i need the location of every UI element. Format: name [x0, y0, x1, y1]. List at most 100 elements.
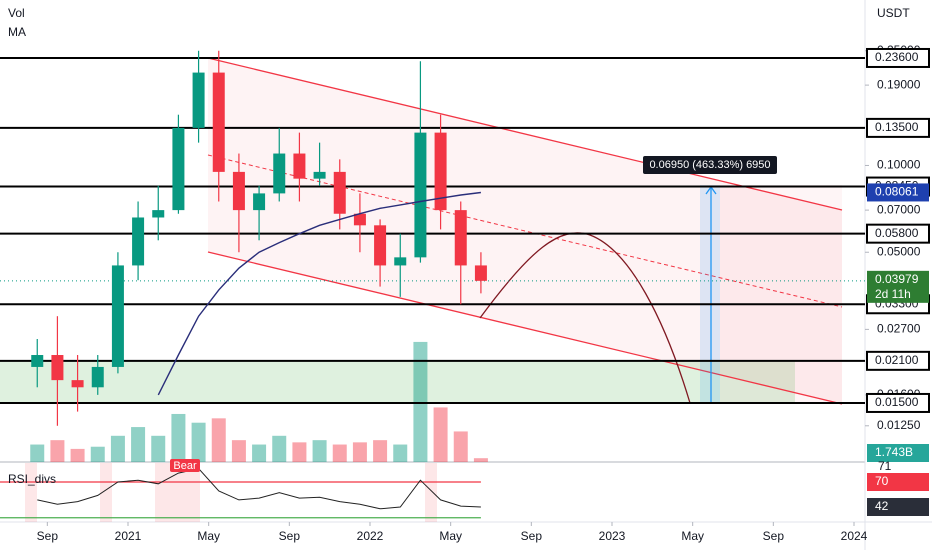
volume-bar: [272, 435, 287, 462]
volume-bar: [473, 458, 488, 462]
candle-body: [71, 380, 84, 388]
volume-bar: [50, 440, 65, 462]
level-label-box: [866, 117, 930, 138]
candle-body: [172, 127, 185, 211]
candle-body: [313, 171, 326, 179]
candle-body: [374, 225, 387, 266]
rsi-title: RSI_divs: [8, 472, 56, 486]
channel-mid: [207, 154, 843, 308]
candle-body: [111, 265, 124, 367]
volume-bar: [352, 442, 367, 462]
measure-box: [643, 156, 777, 174]
rsi-band: [100, 463, 112, 522]
x-tick-label: 2024: [841, 529, 868, 543]
candle-body: [434, 132, 447, 211]
rsi-top-label: 71: [878, 459, 892, 473]
y-tick-label: 0.07000: [877, 202, 921, 216]
candle-body: [454, 210, 467, 266]
rsi-upper-label-box: [867, 473, 929, 491]
candle-body: [474, 265, 487, 281]
volume-bar: [231, 440, 246, 462]
candle-body: [394, 257, 407, 266]
candle-body: [212, 72, 225, 172]
y-tick-label: 0.05000: [877, 244, 921, 258]
x-tick-label: Sep: [279, 529, 301, 543]
candle-body: [293, 153, 306, 179]
x-tick-label: Sep: [763, 529, 785, 543]
zone-fill: [720, 185, 842, 403]
price-label: 0.03979: [875, 272, 919, 286]
x-tick-label: 2023: [599, 529, 626, 543]
channel-upper: [207, 57, 843, 211]
volume-bar: [393, 444, 408, 462]
x-tick-label: 2021: [115, 529, 142, 543]
volume-bar: [131, 427, 146, 462]
candle-body: [132, 217, 145, 266]
rsi-last-label-box: [867, 498, 929, 516]
volume-bar: [70, 448, 85, 462]
axis-unit: USDT: [877, 6, 910, 20]
measure-zone: [700, 185, 720, 403]
level-label: 0.13500: [875, 120, 919, 134]
ma-last-label-box: [867, 183, 929, 202]
level-label-box: [866, 392, 930, 413]
rsi-band: [155, 463, 200, 522]
volume-bar: [30, 444, 45, 462]
rsi-line: [37, 468, 481, 510]
volume-bar: [312, 440, 327, 462]
candle-body: [232, 171, 245, 211]
candle-body: [414, 132, 427, 258]
y-tick-label: 0.02700: [877, 322, 921, 336]
level-label: 0.02100: [875, 353, 919, 367]
level-label-box: [866, 47, 930, 68]
volume-bar: [433, 407, 448, 462]
level-label: 0.23600: [875, 50, 919, 64]
countdown-label: 2d 11h: [875, 287, 911, 301]
y-tick-label: 0.19000: [877, 77, 921, 91]
support-zone: [0, 360, 795, 403]
candle-body: [192, 72, 205, 128]
signal-box: [170, 459, 200, 472]
plot: 0.250000.190000.100000.070000.050000.027…: [0, 43, 930, 543]
ma-line: [157, 191, 481, 396]
candle-body: [253, 193, 266, 211]
volume-bar: [252, 444, 267, 462]
candle-body: [31, 355, 44, 367]
measure-label: 0.06950 (463.33%) 6950: [649, 159, 770, 171]
volume-bar: [171, 413, 186, 462]
x-tick-label: 2022: [357, 529, 384, 543]
volume-bar: [332, 444, 347, 462]
level-label: 0.05800: [875, 226, 919, 240]
channel-lower: [207, 251, 843, 405]
volume-bar: [453, 431, 468, 462]
volume-bar: [211, 418, 226, 462]
volume-last-label-box: [867, 444, 929, 462]
level-label-box: [866, 223, 930, 244]
candle-body: [333, 171, 346, 214]
candle-body: [91, 366, 104, 388]
x-tick-label: Sep: [521, 529, 543, 543]
volume-bar: [373, 440, 388, 462]
level-label: 0.01500: [875, 395, 919, 409]
candle-body: [353, 213, 366, 226]
x-tick-label: Sep: [37, 529, 59, 543]
rsi-band: [425, 463, 437, 522]
candle-body: [152, 210, 165, 218]
x-tick-label: May: [681, 529, 704, 543]
signal-label: Bear: [173, 460, 197, 472]
legend-ma: MA: [8, 25, 26, 39]
projection-arc: [479, 232, 691, 404]
candle-body: [273, 153, 286, 194]
y-tick-label: 0.10000: [877, 158, 921, 172]
volume-bar: [90, 446, 105, 462]
price-box: [867, 270, 929, 303]
volume-bar: [151, 435, 166, 462]
volume-bar: [191, 422, 206, 462]
level-label-box: [866, 350, 930, 371]
x-tick-label: May: [197, 529, 220, 543]
x-tick-label: May: [439, 529, 462, 543]
volume-bar: [413, 341, 428, 462]
legend-volume: Vol: [8, 6, 25, 20]
rsi-last-label: 42: [875, 499, 889, 513]
volume-bar: [110, 435, 125, 462]
